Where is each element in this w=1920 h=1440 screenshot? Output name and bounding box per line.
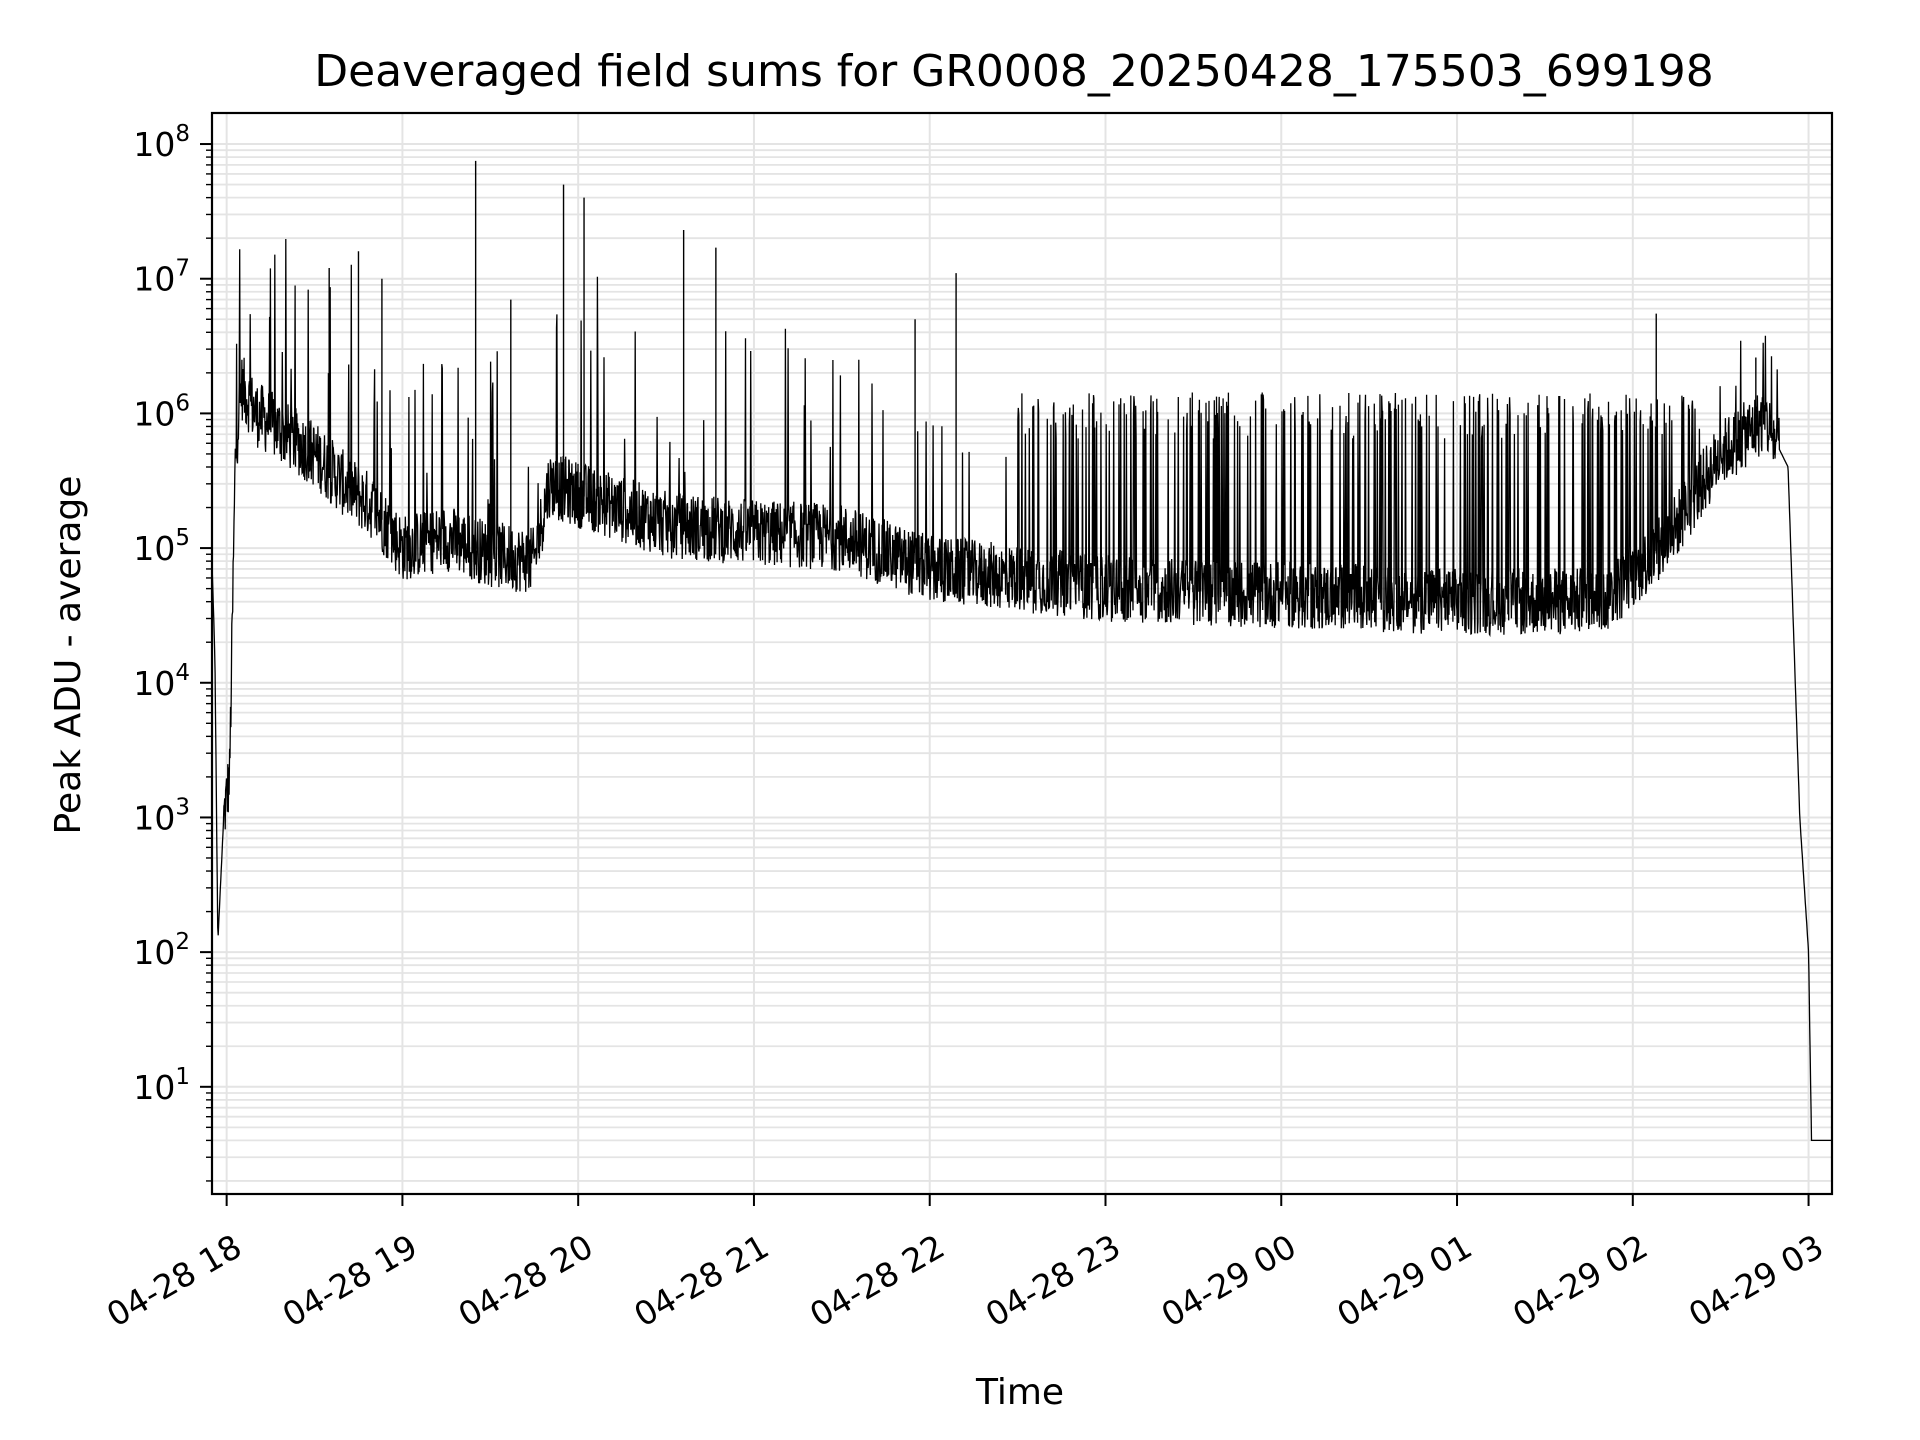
y-tick-label: 102 <box>133 929 190 972</box>
chart-title: Deaveraged field sums for GR0008_2025042… <box>314 46 1714 97</box>
y-tick-label: 105 <box>133 525 190 568</box>
plot-frame <box>210 111 1834 1196</box>
y-tick-label: 108 <box>133 121 190 164</box>
series-line <box>211 238 1832 1142</box>
y-tick-label: 104 <box>133 660 190 703</box>
x-axis-title: Time <box>975 1372 1064 1413</box>
y-tick-label: 103 <box>133 794 190 837</box>
data-series <box>211 160 1832 1142</box>
grid <box>212 113 1832 1194</box>
y-tick-label: 107 <box>133 256 190 299</box>
y-tick-label: 106 <box>133 390 190 433</box>
y-axis-title: Peak ADU - average <box>48 476 89 835</box>
y-tick-label: 101 <box>133 1064 190 1107</box>
